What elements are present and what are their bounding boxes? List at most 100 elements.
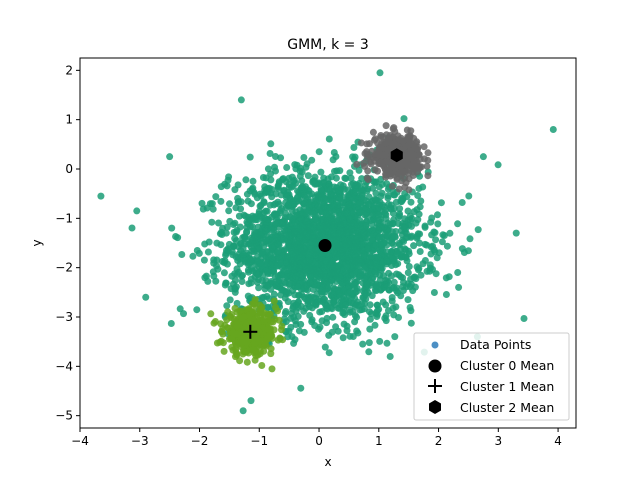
data-point: [193, 306, 201, 314]
data-point: [230, 228, 238, 236]
data-point: [347, 174, 355, 182]
data-point: [405, 263, 413, 270]
data-point: [277, 259, 285, 267]
data-point: [309, 258, 317, 266]
data-point: [392, 261, 400, 269]
data-point: [218, 328, 226, 336]
data-point: [339, 298, 347, 306]
data-point: [264, 259, 272, 267]
data-point: [264, 216, 272, 224]
data-point: [297, 226, 305, 234]
data-point: [231, 284, 239, 292]
data-point: [307, 272, 315, 280]
data-point: [394, 213, 402, 221]
data-point: [372, 196, 380, 204]
data-point: [285, 181, 293, 188]
data-point: [424, 172, 432, 180]
data-point: [256, 212, 264, 220]
data-point: [289, 247, 296, 255]
data-point: [389, 255, 397, 263]
data-point: [343, 253, 351, 261]
data-point: [272, 282, 280, 290]
data-point: [133, 207, 141, 215]
data-point: [412, 275, 420, 283]
data-point: [242, 348, 250, 356]
data-point: [200, 256, 208, 264]
data-point: [407, 319, 415, 327]
data-point: [259, 248, 267, 256]
data-point: [303, 222, 311, 230]
data-point: [393, 270, 400, 278]
data-point: [220, 347, 228, 355]
x-axis-label: x: [324, 455, 331, 469]
data-point: [285, 200, 293, 208]
data-point: [400, 278, 407, 286]
legend: Data Points Cluster 0 Mean Cluster 1 Mea…: [413, 332, 570, 421]
data-point: [339, 309, 347, 317]
data-point: [223, 223, 231, 231]
data-point: [381, 314, 389, 322]
data-point: [238, 314, 246, 322]
data-point: [376, 337, 384, 345]
data-point: [264, 236, 272, 244]
data-point: [274, 307, 282, 315]
data-point: [322, 257, 330, 265]
data-point: [297, 185, 305, 193]
data-point: [266, 326, 274, 333]
data-point: [416, 239, 423, 247]
data-point: [247, 257, 255, 265]
data-point: [336, 250, 344, 258]
data-point: [242, 176, 250, 184]
data-point: [437, 199, 445, 207]
data-point: [263, 304, 271, 312]
data-point: [374, 167, 381, 175]
data-point: [312, 248, 320, 256]
data-point: [368, 226, 376, 234]
data-point: [378, 160, 386, 167]
data-point: [382, 276, 390, 284]
data-point: [295, 217, 303, 225]
data-point: [479, 153, 487, 161]
data-point: [212, 193, 220, 201]
data-point: [210, 256, 218, 264]
data-point: [264, 312, 272, 320]
data-point: [410, 158, 418, 165]
data-point: [312, 239, 320, 247]
data-point: [229, 242, 237, 250]
data-point: [360, 229, 367, 237]
data-point: [400, 224, 408, 232]
data-point: [279, 176, 286, 183]
data-point: [97, 192, 105, 200]
data-point: [315, 273, 323, 280]
x-tick-label: −4: [71, 434, 89, 448]
data-point: [295, 327, 303, 335]
data-point: [255, 284, 263, 292]
data-point: [356, 199, 364, 207]
data-point: [410, 208, 418, 216]
data-point: [290, 176, 298, 184]
chart-title: GMM, k = 3: [287, 37, 369, 53]
data-point: [214, 265, 222, 273]
data-point: [238, 278, 246, 285]
data-point: [336, 167, 344, 175]
data-point: [284, 269, 292, 277]
data-point: [370, 243, 378, 251]
data-point: [232, 330, 240, 338]
data-point: [364, 176, 372, 183]
data-point: [334, 327, 342, 335]
data-point: [371, 135, 379, 143]
data-point: [399, 157, 407, 165]
data-point: [388, 182, 396, 190]
data-point: [359, 340, 367, 348]
data-point: [229, 251, 237, 259]
data-point: [549, 126, 557, 134]
data-point: [281, 246, 289, 254]
data-point: [386, 221, 394, 228]
data-point: [204, 277, 212, 285]
data-point: [279, 252, 287, 260]
data-point: [293, 283, 301, 290]
data-point: [270, 290, 278, 298]
data-point: [386, 165, 394, 173]
data-point: [331, 263, 339, 271]
data-point: [346, 332, 354, 340]
